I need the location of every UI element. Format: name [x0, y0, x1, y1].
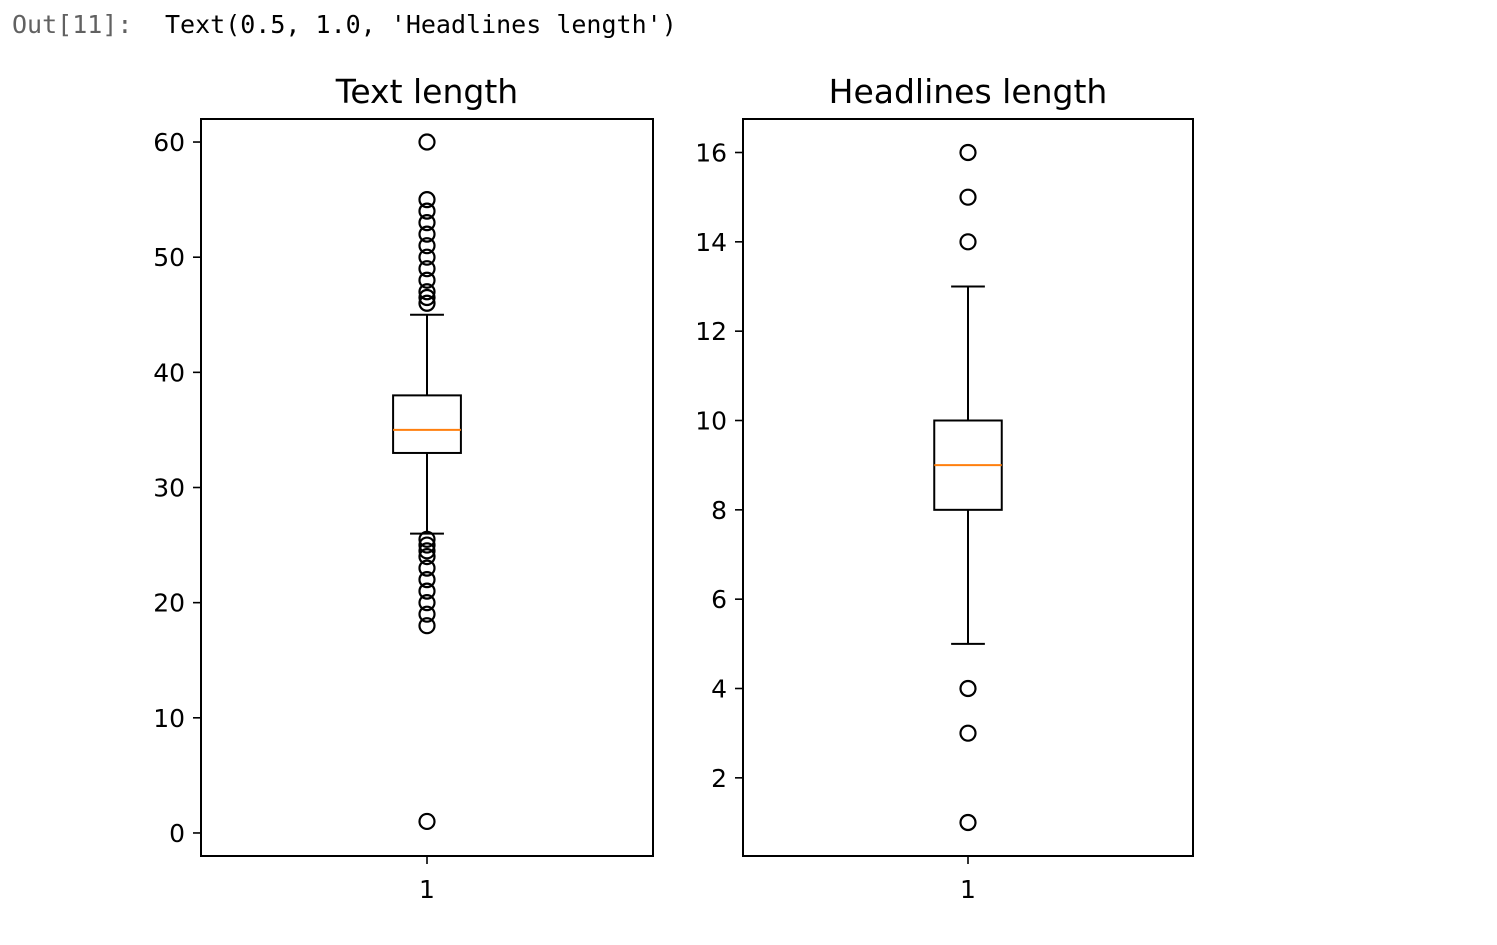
y-tick-label: 16	[695, 139, 727, 168]
axes-frame	[200, 118, 654, 857]
outlier-point	[959, 188, 977, 206]
outlier-point	[418, 202, 436, 220]
outlier-point	[418, 571, 436, 589]
outlier-point	[418, 530, 436, 548]
y-tick-label: 40	[153, 358, 185, 387]
outlier-point	[418, 133, 436, 151]
outlier-point	[959, 233, 977, 251]
outlier-point	[418, 248, 436, 266]
y-tick-label: 0	[169, 819, 185, 848]
y-tick-label: 10	[695, 407, 727, 436]
outlier-point	[418, 536, 436, 554]
outlier-point	[959, 813, 977, 832]
y-tick-label: 2	[711, 764, 727, 793]
outlier-point	[418, 237, 436, 255]
outlier-point	[418, 542, 436, 560]
chart-panel-1: Text length 0 10 20 30 40 50 60 1	[153, 72, 654, 904]
axes-frame	[742, 118, 1194, 857]
y-tick-label: 14	[695, 228, 727, 257]
outlier-point	[418, 214, 436, 232]
x-tick-label: 1	[960, 875, 976, 904]
x-tick-label: 1	[419, 875, 435, 904]
outlier-point	[418, 617, 436, 635]
outlier-point	[959, 724, 977, 742]
y-tick-label: 4	[711, 675, 727, 704]
outlier-point	[418, 559, 436, 577]
output-cell: Out[11]: Text(0.5, 1.0, 'Headlines lengt…	[12, 6, 677, 42]
output-prompt: Out[11]:	[12, 9, 133, 39]
outlier-point	[418, 191, 436, 209]
outlier-point	[418, 288, 436, 307]
outlier-point	[418, 812, 436, 831]
y-tick-label: 6	[711, 585, 727, 614]
outlier-point	[418, 271, 436, 289]
chart-title: Text length	[335, 72, 518, 111]
outlier-point	[418, 260, 436, 278]
outlier-point	[418, 294, 436, 312]
output-text: Text(0.5, 1.0, 'Headlines length')	[165, 9, 677, 39]
outlier-point	[959, 143, 977, 162]
outlier-point	[418, 225, 436, 243]
outlier-point	[418, 582, 436, 600]
y-tick-label: 8	[711, 496, 727, 525]
outlier-point	[418, 547, 436, 566]
outlier-point	[418, 283, 436, 301]
y-tick-label: 20	[153, 589, 185, 618]
y-tick-label: 50	[153, 243, 185, 272]
outlier-point	[959, 679, 977, 698]
y-tick-label: 30	[153, 474, 185, 503]
chart-panel-2: Headlines length 2 4 6 8 10 12 14 16 1	[695, 72, 1194, 904]
y-tick-label: 60	[153, 128, 185, 157]
y-tick-label: 10	[153, 704, 185, 733]
y-tick-label: 12	[695, 317, 727, 346]
outlier-point	[418, 605, 436, 623]
chart-title: Headlines length	[829, 72, 1108, 111]
box-iqr	[392, 394, 462, 454]
outlier-point	[418, 594, 436, 612]
